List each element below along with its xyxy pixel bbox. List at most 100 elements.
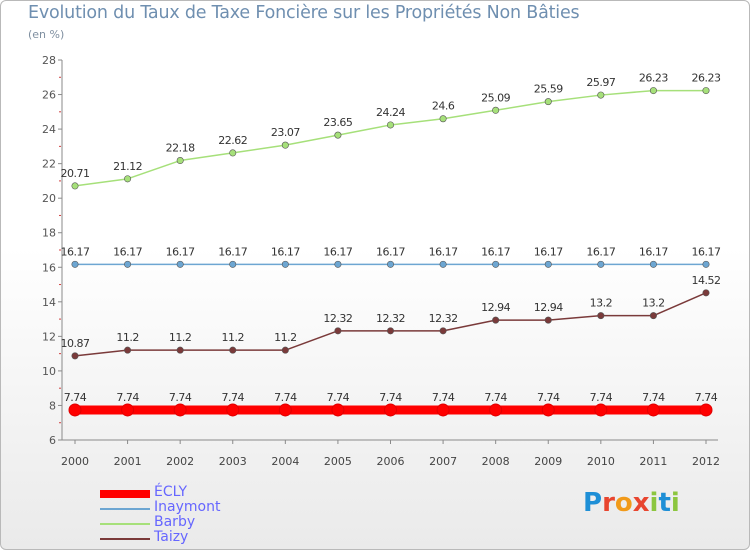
data-label: 16.17 [586,245,615,258]
data-point [386,121,394,129]
y-axis-unit-label: (en %) [28,28,65,41]
data-label: 7.74 [642,391,665,404]
data-label: 7.74 [379,391,402,404]
y-tick-label: 16 [42,261,56,274]
data-label: 16.17 [429,245,458,258]
legend-swatch-barby [100,523,150,525]
data-label: 16.17 [113,245,142,258]
y-tick-label: 14 [42,296,56,309]
data-label: 10.87 [61,337,90,350]
data-label: 22.62 [218,134,247,147]
data-point [439,115,447,123]
data-point [597,260,605,268]
data-label: 12.32 [429,312,458,325]
data-label: 12.32 [376,312,405,325]
data-label: 11.2 [116,331,139,344]
data-point [71,352,79,360]
data-point [492,260,500,268]
data-label: 16.17 [692,245,721,258]
data-point [699,403,713,417]
data-point [702,289,710,297]
x-tick-label: 2004 [271,455,299,468]
data-label: 22.18 [166,142,195,155]
data-label: 26.23 [639,72,668,85]
y-tick-label: 28 [42,54,56,67]
x-tick-label: 2007 [429,455,457,468]
data-point [386,327,394,335]
chart-title: Evolution du Taux de Taxe Foncière sur l… [28,3,580,23]
data-point [597,91,605,99]
logo-letter: t [658,488,671,518]
data-label: 25.09 [481,91,510,104]
data-label: 25.59 [534,83,563,96]
data-point [229,260,237,268]
data-label: 7.74 [327,391,350,404]
data-label: 7.74 [169,391,192,404]
data-label: 11.2 [222,331,245,344]
x-tick-label: 2005 [324,455,352,468]
data-point [541,403,555,417]
data-label: 13.2 [642,297,665,310]
legend-swatch-inaymont [100,508,150,510]
data-label: 7.74 [432,391,455,404]
data-point [702,260,710,268]
legend-label-taizy: Taizy [154,529,189,545]
data-label: 16.17 [534,245,563,258]
data-label: 24.24 [376,106,405,119]
legend-label-ecly: ÉCLY [154,484,188,500]
data-label: 12.94 [481,301,510,314]
y-tick-label: 26 [42,89,56,102]
y-tick-label: 20 [42,192,56,205]
data-label: 26.23 [692,72,721,85]
data-label: 7.74 [695,391,718,404]
data-point [124,260,132,268]
data-label: 24.6 [432,100,455,113]
data-label: 12.94 [534,301,563,314]
data-label: 7.74 [222,391,245,404]
x-tick-label: 2006 [377,455,405,468]
data-point [436,403,450,417]
data-label: 23.65 [323,116,352,129]
data-point [121,403,135,417]
data-point [226,403,240,417]
data-point [176,157,184,165]
data-point [173,403,187,417]
logo-letter: r [602,488,615,518]
data-point [439,260,447,268]
y-tick-label: 24 [42,123,56,136]
data-point [439,327,447,335]
x-tick-label: 2002 [166,455,194,468]
data-label: 16.17 [271,245,300,258]
data-point [331,403,345,417]
legend-item-inaymont: Inaymont [100,499,280,516]
data-point [489,403,503,417]
data-label: 23.07 [271,126,300,139]
data-point [124,346,132,354]
data-point [492,106,500,114]
y-tick-label: 8 [49,399,56,412]
data-point [71,182,79,190]
logo-letter: P [583,488,603,518]
data-point [124,175,132,183]
data-point [281,260,289,268]
data-point [68,403,82,417]
x-tick-label: 2012 [692,455,720,468]
data-label: 11.2 [274,331,297,344]
series-line-barby [74,89,706,187]
data-point [544,316,552,324]
data-point [384,403,397,417]
legend-label-inaymont: Inaymont [154,499,221,515]
data-label: 25.97 [586,76,615,89]
data-point [71,260,79,268]
data-point [702,87,710,95]
data-label: 7.74 [590,391,613,404]
x-tick-label: 2011 [639,455,667,468]
logo-letter: i [649,488,659,518]
x-tick-label: 2008 [482,455,510,468]
data-label: 16.17 [166,245,195,258]
data-point [594,403,608,417]
data-label: 7.74 [274,391,297,404]
data-label: 13.2 [590,297,613,310]
data-label: 7.74 [484,391,507,404]
y-tick-label: 18 [42,227,56,240]
